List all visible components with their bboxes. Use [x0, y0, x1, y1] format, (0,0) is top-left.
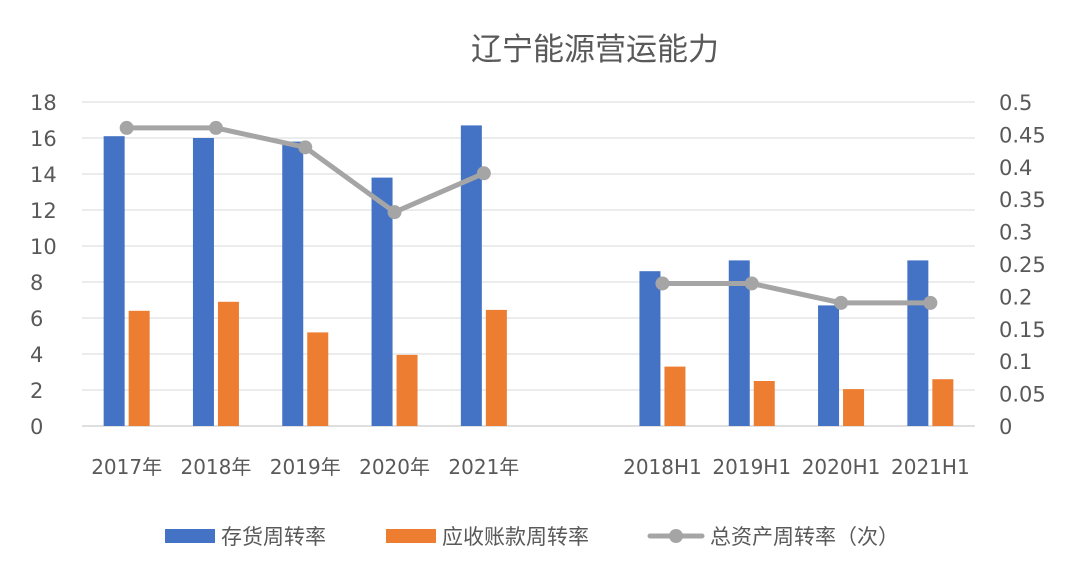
category-label: 2018H1 — [623, 455, 702, 479]
left-tick-label: 2 — [30, 379, 43, 403]
right-tick-label: 0 — [999, 415, 1012, 439]
right-tick-label: 0.1 — [999, 350, 1032, 374]
inventory-turnover-bar — [639, 271, 661, 426]
total-asset-turnover-point — [387, 205, 402, 220]
total-asset-turnover-point — [834, 295, 849, 310]
right-tick-label: 0.2 — [999, 285, 1032, 309]
category-label: 2019年 — [270, 455, 341, 479]
total-asset-turnover-point — [923, 295, 938, 310]
inventory-turnover-bar — [907, 260, 929, 426]
total-asset-turnover-point — [298, 140, 313, 155]
legend: 存货周转率 应收账款周转率 总资产周转率（次） — [165, 525, 899, 549]
inventory-turnover-bar — [818, 305, 840, 426]
right-tick-label: 0.4 — [999, 156, 1032, 180]
category-label: 2020H1 — [802, 455, 881, 479]
left-tick-label: 16 — [30, 127, 57, 151]
category-label: 2021年 — [448, 455, 519, 479]
legend-label: 存货周转率 — [221, 525, 326, 549]
bars — [103, 125, 954, 427]
right-tick-label: 0.35 — [999, 188, 1046, 212]
category-labels: 2017年 2018年 2019年 2020年 2021年 2018H1 2019H1 202… — [91, 455, 969, 479]
right-tick-label: 0.15 — [999, 318, 1046, 342]
receivables-turnover-bar — [843, 389, 865, 426]
inventory-turnover-bar — [728, 260, 750, 426]
inventory-turnover-bar — [282, 141, 304, 426]
category-label: 2018年 — [180, 455, 251, 479]
left-tick-label: 10 — [30, 235, 57, 259]
inventory-turnover-bar — [103, 136, 125, 426]
receivables-turnover-bar — [664, 366, 686, 426]
inventory-turnover-bar — [192, 138, 214, 426]
line-series — [119, 120, 938, 310]
left-tick-label: 0 — [30, 415, 43, 439]
right-tick-label: 0.45 — [999, 123, 1046, 147]
legend-label: 应收账款周转率 — [442, 525, 589, 549]
chart-title: 辽宁能源营运能力 — [471, 32, 719, 68]
receivables-turnover-bar — [932, 379, 954, 426]
receivables-turnover-bar — [396, 354, 418, 426]
left-tick-label: 12 — [30, 199, 57, 223]
total-asset-turnover-point — [655, 276, 670, 291]
receivables-turnover-bar — [485, 309, 507, 426]
right-tick-label: 0.5 — [999, 91, 1032, 115]
inventory-turnover-bar — [460, 125, 482, 427]
total-asset-turnover-point — [744, 276, 759, 291]
right-axis-ticks: 0 0.05 0.1 0.15 0.2 0.25 0.3 0.35 0.4 0.45 0.5 — [999, 91, 1046, 439]
receivables-turnover-bar — [128, 310, 150, 426]
legend-swatch — [386, 529, 436, 543]
right-tick-label: 0.25 — [999, 253, 1046, 277]
legend-marker — [669, 529, 683, 543]
right-tick-label: 0.05 — [999, 383, 1046, 407]
legend-swatch — [165, 529, 215, 543]
left-tick-label: 8 — [30, 271, 43, 295]
left-axis-ticks: 0 2 4 6 8 10 12 14 16 18 — [30, 91, 57, 439]
left-tick-label: 4 — [30, 343, 43, 367]
receivables-turnover-bar — [217, 301, 239, 426]
category-label: 2019H1 — [712, 455, 791, 479]
total-asset-turnover-point — [476, 166, 491, 181]
right-tick-label: 0.3 — [999, 221, 1032, 245]
category-label: 2017年 — [91, 455, 162, 479]
receivables-turnover-bar — [307, 332, 329, 426]
receivables-turnover-bar — [753, 381, 775, 426]
left-tick-label: 6 — [30, 307, 43, 331]
total-asset-turnover-point — [119, 120, 134, 135]
total-asset-turnover-line — [659, 280, 933, 306]
gridlines — [82, 101, 975, 427]
left-tick-label: 14 — [30, 163, 57, 187]
left-tick-label: 18 — [30, 91, 57, 115]
category-label: 2020年 — [359, 455, 430, 479]
legend-label: 总资产周转率（次） — [710, 525, 899, 549]
total-asset-turnover-point — [208, 120, 223, 135]
category-label: 2021H1 — [891, 455, 970, 479]
inventory-turnover-bar — [371, 177, 393, 426]
